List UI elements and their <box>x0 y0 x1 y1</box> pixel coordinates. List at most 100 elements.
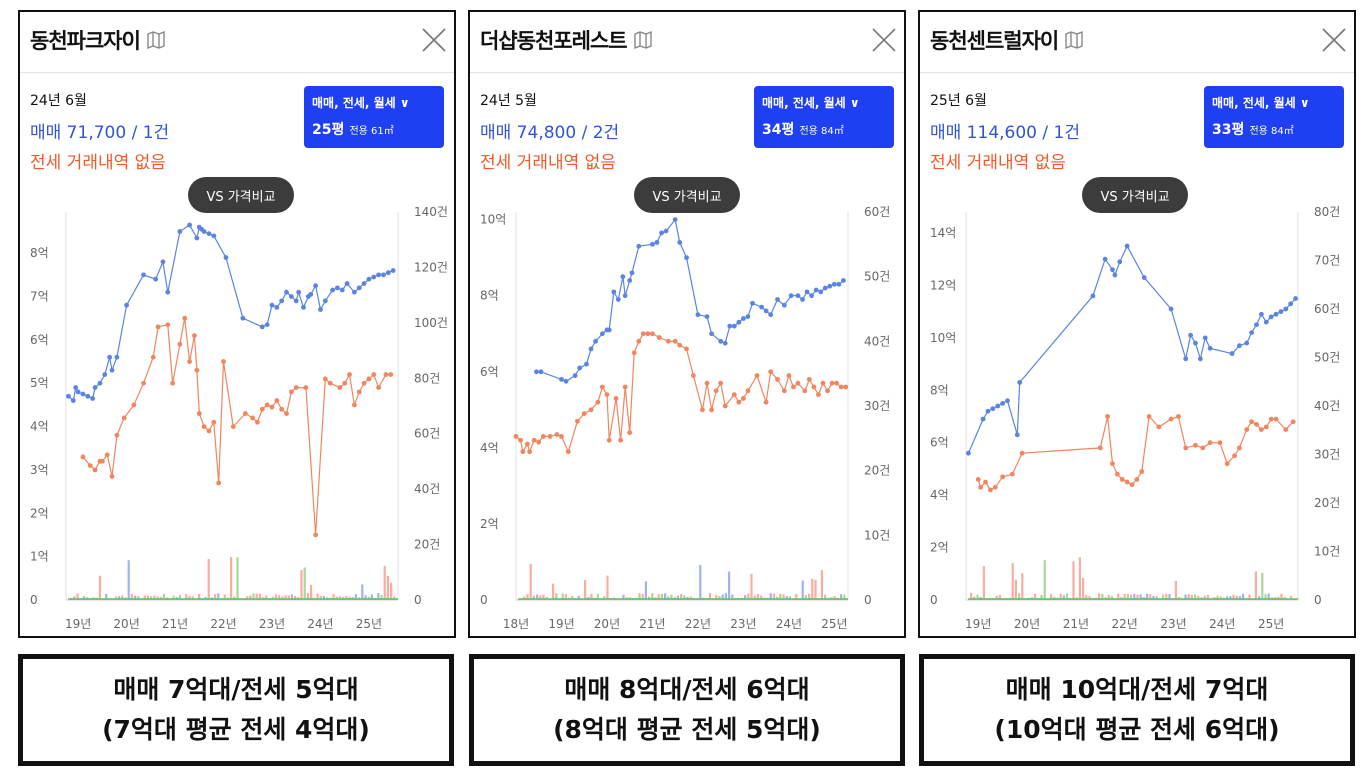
volume-bar <box>750 573 753 600</box>
sale-price-point <box>1237 343 1242 349</box>
jeonse-price-point <box>665 338 671 344</box>
sale-price-point <box>1288 301 1294 307</box>
map-icon[interactable] <box>1064 30 1084 50</box>
jeonse-price-point <box>80 454 86 460</box>
jeonse-price-point <box>843 384 849 390</box>
sale-price-point <box>620 274 626 280</box>
volume-bar <box>1018 593 1021 600</box>
deal-type-dropdown[interactable]: 매매, 전세, 월세 ∨ 25평 전용 61㎡ <box>304 86 444 148</box>
y-left-tick-label: 10억 <box>930 331 956 345</box>
jeonse-price-point <box>155 324 161 330</box>
jeonse-price-point <box>1110 461 1115 467</box>
volume-bar <box>306 593 309 600</box>
sale-price-point <box>588 346 594 352</box>
sale-price-point <box>141 272 146 278</box>
sale-price-point <box>763 308 769 314</box>
sale-price-point <box>344 281 350 286</box>
map-icon[interactable] <box>633 30 653 50</box>
pyeong-label: 25평 <box>312 122 345 138</box>
close-icon[interactable] <box>420 26 448 54</box>
jeonse-price-point <box>547 434 553 439</box>
close-icon[interactable] <box>870 26 898 54</box>
jeonse-price-point <box>631 350 637 356</box>
volume-bar <box>1232 594 1235 600</box>
x-tick-label: 19년 <box>65 617 91 631</box>
sale-price-line <box>67 224 394 402</box>
sale-price-point <box>264 322 270 328</box>
volume-bar <box>1101 593 1104 600</box>
close-icon[interactable] <box>1320 26 1348 54</box>
sale-price-point <box>593 338 598 344</box>
sale-price-point <box>775 297 780 302</box>
x-tick-label: 20년 <box>594 617 620 631</box>
volume-bar <box>1168 593 1171 600</box>
sale-price-point <box>695 312 701 318</box>
jeonse-price-point <box>1134 477 1140 482</box>
sale-price-point <box>1273 311 1279 317</box>
jeonse-price-point <box>376 385 382 390</box>
volume-bar <box>1040 594 1043 600</box>
jeonse-price-point <box>709 407 714 413</box>
sale-price-point <box>563 378 569 384</box>
deal-type-dropdown[interactable]: 매매, 전세, 월세 ∨ 34평 전용 84㎡ <box>754 86 894 148</box>
jeonse-price-point <box>351 402 357 408</box>
volume-bar <box>1226 596 1229 600</box>
sale-price-point <box>1258 311 1264 317</box>
jeonse-price-point <box>768 369 774 375</box>
area-label: 전용 84㎡ <box>799 126 844 137</box>
apartment-panel-2: 더샵동천포레스트 24년 5월 매매 74,800 / 2건 전세 거래내역 없… <box>468 10 906 638</box>
sale-price-point <box>293 298 299 304</box>
jeonse-price-point <box>114 432 120 438</box>
volume-bar <box>606 575 609 600</box>
volume-bar <box>1133 593 1136 600</box>
volume-bar <box>1258 596 1261 600</box>
volume-bar <box>804 595 807 600</box>
sale-price-line <box>536 218 844 382</box>
sale-price-point <box>781 302 787 308</box>
volume-bar <box>699 565 702 600</box>
volume-bar <box>680 594 683 600</box>
volume-bar <box>162 593 165 600</box>
volume-bar <box>377 593 380 600</box>
sale-price-point <box>109 367 115 373</box>
map-icon[interactable] <box>146 30 166 50</box>
volume-bar <box>118 596 121 600</box>
jeonse-price-point <box>650 331 655 337</box>
volume-bar <box>300 570 303 600</box>
sale-price-point <box>160 259 166 265</box>
volume-bar <box>319 595 322 600</box>
sale-price-point <box>279 298 285 304</box>
sale-price-point <box>740 316 746 321</box>
sale-price-point <box>1005 398 1010 404</box>
sale-price-point <box>990 406 996 412</box>
jeonse-price-point <box>1119 477 1125 482</box>
volume-bar <box>660 593 663 600</box>
vs-compare-button[interactable]: VS 가격비교 <box>188 177 294 213</box>
jeonse-price-point <box>327 380 333 386</box>
volume-bar <box>386 575 389 600</box>
deal-type-dropdown[interactable]: 매매, 전세, 월세 ∨ 33평 전용 84㎡ <box>1204 86 1344 148</box>
sale-price-point <box>366 276 372 282</box>
sale-price-point <box>356 285 362 291</box>
jeonse-price-point <box>677 342 683 348</box>
trade-date: 24년 6월 <box>30 93 87 109</box>
jeonse-price-point <box>182 315 188 321</box>
sale-price-point <box>385 270 391 276</box>
volume-bar <box>584 580 587 600</box>
jeonse-price-point <box>347 372 352 377</box>
y-right-tick-label: 100건 <box>414 316 448 330</box>
jeonse-price-point <box>196 411 202 416</box>
header-divider <box>20 72 454 73</box>
jeonse-price-point <box>87 463 93 469</box>
jeonse-price-point <box>613 395 619 401</box>
jeonse-price-point <box>259 406 265 412</box>
jeonse-price-point <box>109 474 115 479</box>
vs-compare-button[interactable]: VS 가격비교 <box>1082 177 1188 213</box>
volume-bar <box>622 594 625 600</box>
jeonse-price-point <box>303 385 309 390</box>
sale-price-point <box>322 298 328 304</box>
vs-compare-button[interactable]: VS 가격비교 <box>634 177 740 213</box>
volume-bar <box>820 570 823 600</box>
sale-price-point <box>718 338 724 344</box>
sale-price-point <box>187 222 192 228</box>
